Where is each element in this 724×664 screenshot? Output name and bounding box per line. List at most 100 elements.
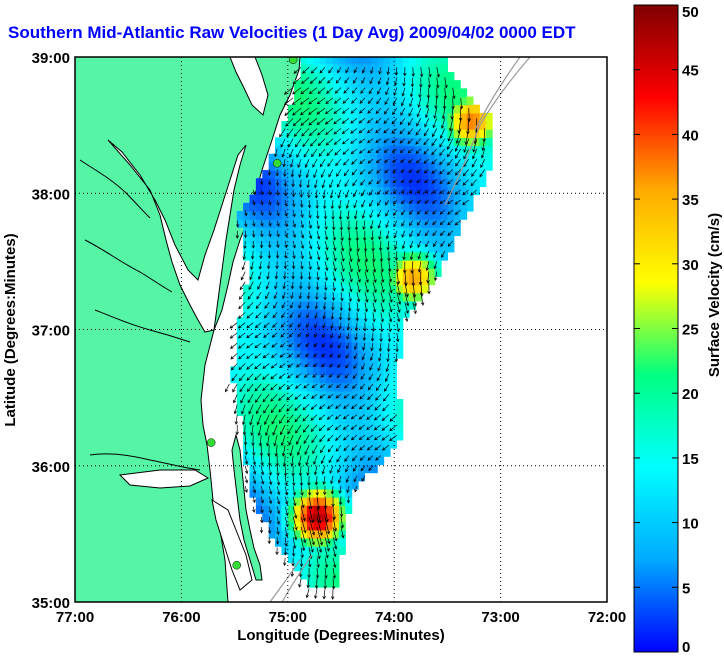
velocity-cell <box>294 80 302 89</box>
velocity-arrow <box>305 588 310 599</box>
velocity-cell <box>287 537 295 547</box>
velocity-arrow <box>384 97 390 105</box>
velocity-cell <box>326 186 334 196</box>
velocity-arrow <box>353 199 358 209</box>
velocity-cell <box>300 464 308 474</box>
y-tick-label: 36:00 <box>32 459 70 476</box>
velocity-cell <box>300 104 308 114</box>
velocity-cell <box>345 341 353 351</box>
velocity-cell <box>415 137 423 147</box>
velocity-arrow <box>347 312 351 322</box>
velocity-arrow <box>350 138 358 144</box>
velocity-cell <box>370 333 378 343</box>
velocity-arrow <box>306 465 310 476</box>
velocity-cell <box>319 235 327 245</box>
velocity-arrow <box>250 261 254 271</box>
velocity-arrow <box>379 322 384 333</box>
velocity-arrow <box>378 343 383 352</box>
velocity-arrow <box>294 414 302 423</box>
velocity-cell <box>281 153 289 163</box>
velocity-arrow <box>312 363 318 368</box>
velocity-cell <box>377 398 385 408</box>
velocity-cell <box>383 112 391 122</box>
velocity-arrow <box>419 77 423 88</box>
velocity-arrow <box>372 281 377 293</box>
velocity-arrow <box>458 108 463 122</box>
velocity-cell <box>421 260 429 269</box>
velocity-cell <box>370 390 378 400</box>
velocity-cell <box>434 210 442 220</box>
velocity-arrow <box>418 87 422 99</box>
velocity-cell <box>294 537 302 547</box>
velocity-arrow <box>335 404 342 409</box>
velocity-arrow <box>232 383 238 393</box>
velocity-arrow <box>401 210 406 216</box>
velocity-arrow <box>367 158 374 164</box>
velocity-arrow <box>338 496 343 506</box>
velocity-cell <box>402 227 410 237</box>
velocity-cell <box>389 431 397 441</box>
velocity-cell <box>268 260 276 269</box>
velocity-arrow <box>358 404 366 410</box>
velocity-cell <box>262 317 270 327</box>
velocity-cell <box>326 145 334 155</box>
velocity-cell <box>396 349 404 359</box>
velocity-cell <box>389 300 397 310</box>
velocity-cell <box>319 243 327 253</box>
velocity-cell <box>287 129 295 138</box>
velocity-cell <box>402 170 410 179</box>
velocity-cell <box>351 243 359 253</box>
velocity-arrow <box>401 240 406 250</box>
velocity-cell <box>300 121 308 130</box>
velocity-cell <box>358 366 366 376</box>
velocity-cell <box>370 104 378 114</box>
velocity-cell <box>364 358 372 367</box>
velocity-cell <box>428 186 436 196</box>
velocity-cell <box>351 137 359 147</box>
velocity-cell <box>428 251 436 261</box>
velocity-cell <box>364 202 372 212</box>
velocity-cell <box>421 210 429 220</box>
velocity-arrow <box>354 322 359 332</box>
velocity-cell <box>275 317 283 327</box>
velocity-arrow <box>333 97 342 104</box>
velocity-arrow <box>359 393 366 400</box>
velocity-arrow <box>359 445 366 451</box>
velocity-cell <box>345 374 353 384</box>
velocity-cell <box>460 202 468 212</box>
velocity-arrow <box>260 230 264 238</box>
velocity-cell <box>287 112 295 122</box>
velocity-cell <box>351 480 359 490</box>
velocity-cell <box>370 309 378 318</box>
velocity-arrow <box>235 424 239 436</box>
velocity-cell <box>319 513 327 523</box>
velocity-cell <box>313 243 321 253</box>
velocity-cell <box>326 358 334 367</box>
velocity-cell <box>268 210 276 220</box>
velocity-arrow <box>271 353 278 358</box>
velocity-cell <box>338 80 346 89</box>
velocity-arrow <box>335 158 342 167</box>
velocity-cell <box>434 202 442 212</box>
velocity-cell <box>377 104 385 114</box>
velocity-cell <box>275 407 283 416</box>
velocity-cell <box>396 268 404 277</box>
velocity-arrow <box>388 312 393 323</box>
velocity-arrow <box>309 138 318 147</box>
velocity-cell <box>370 57 378 65</box>
velocity-cell <box>255 407 263 416</box>
velocity-arrow <box>305 332 310 338</box>
pamlico-sound <box>211 498 253 591</box>
velocity-arrow <box>250 424 254 436</box>
velocity-cell <box>300 292 308 302</box>
velocity-arrow <box>316 537 323 553</box>
velocity-cell <box>275 170 283 179</box>
velocity-cell <box>441 194 448 204</box>
velocity-cell <box>243 374 251 384</box>
velocity-cell <box>338 325 346 335</box>
velocity-cell <box>364 145 372 155</box>
velocity-cell <box>262 439 270 449</box>
velocity-cell <box>345 112 353 122</box>
velocity-cell <box>345 202 353 212</box>
velocity-cell <box>434 88 442 98</box>
